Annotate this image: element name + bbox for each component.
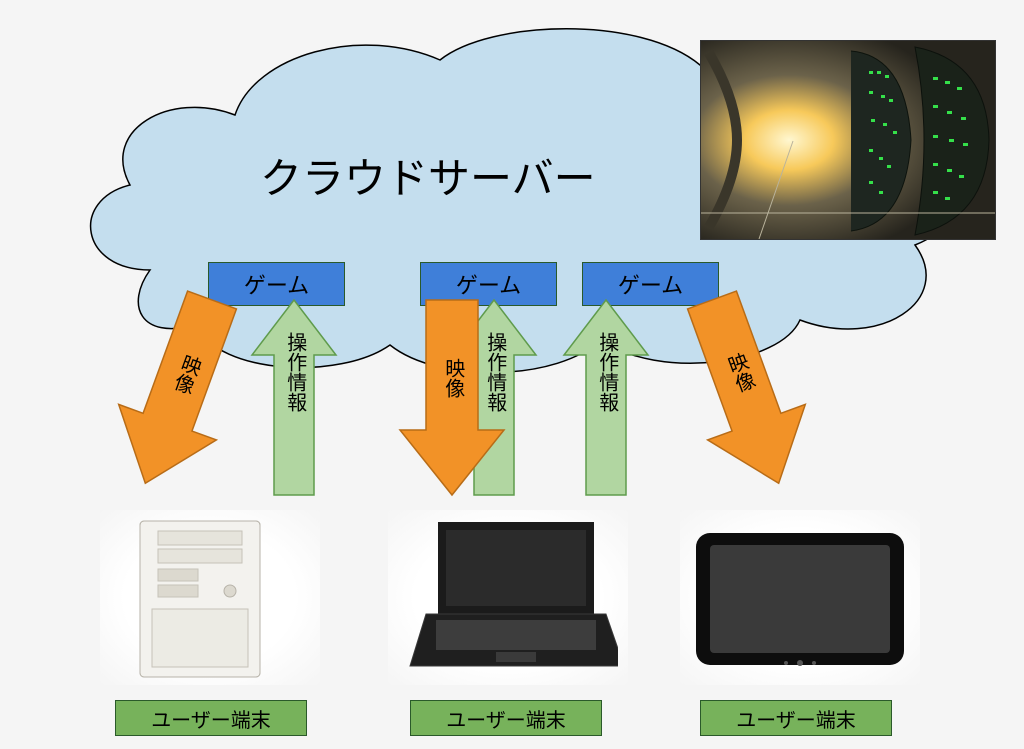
device-laptop [388,510,628,685]
svg-text:操作情報: 操作情報 [484,332,507,412]
svg-text:映像: 映像 [442,358,465,398]
arrow-up-2: 操作情報 [564,300,648,495]
terminal-label-0: ユーザー端末 [115,700,307,736]
svg-text:操作情報: 操作情報 [596,332,619,412]
diagram-root: クラウドサーバー [0,0,1024,749]
arrow-down-2: 映像 [663,282,827,501]
svg-text:操作情報: 操作情報 [284,332,307,412]
device-tower [100,510,320,685]
device-tablet [680,510,920,685]
arrow-down-0: 映像 [96,282,260,501]
terminal-label-2: ユーザー端末 [700,700,892,736]
arrow-up-0: 操作情報 [252,300,336,495]
arrows-layer: 操作情報映像操作情報映像操作情報映像 [0,0,1024,560]
terminal-label-1: ユーザー端末 [410,700,602,736]
